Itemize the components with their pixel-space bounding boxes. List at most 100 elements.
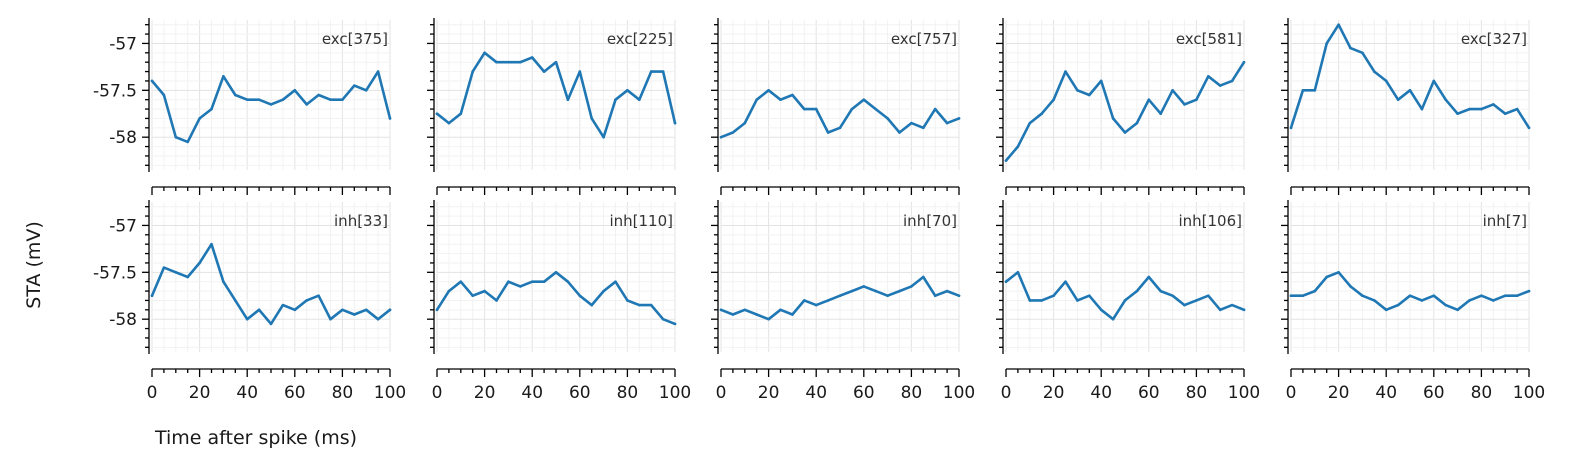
data-point xyxy=(1361,51,1364,55)
data-point xyxy=(245,98,249,101)
data-point xyxy=(1195,98,1198,101)
panel-label: inh[106] xyxy=(1178,212,1242,230)
y-tick-label: -57 xyxy=(109,34,137,54)
data-point xyxy=(1527,289,1531,293)
data-point xyxy=(364,308,368,312)
data-point xyxy=(910,121,913,125)
data-point xyxy=(1468,107,1471,111)
data-point xyxy=(495,60,498,64)
x-tick-label: 40 xyxy=(1375,383,1397,403)
data-point xyxy=(803,107,806,111)
data-point xyxy=(1349,285,1352,288)
data-point xyxy=(755,98,758,101)
data-point xyxy=(353,313,356,316)
data-point xyxy=(483,51,486,55)
data-point xyxy=(198,117,201,120)
data-point xyxy=(281,98,285,101)
data-point xyxy=(1004,159,1008,162)
data-point xyxy=(1242,308,1246,312)
panel-label: inh[70] xyxy=(903,212,957,230)
data-point xyxy=(1289,126,1293,130)
data-point xyxy=(743,121,747,125)
data-point xyxy=(186,140,189,144)
x-tick-label: 40 xyxy=(805,383,827,403)
panel-label: inh[33] xyxy=(334,212,388,230)
data-point xyxy=(1159,112,1162,116)
data-point xyxy=(673,322,677,326)
data-point xyxy=(1207,74,1210,78)
data-point xyxy=(210,107,213,111)
data-point xyxy=(922,126,925,130)
panel-4: exc[327] xyxy=(1281,18,1531,195)
x-tick-label: 0 xyxy=(1001,383,1012,403)
data-point xyxy=(1135,289,1139,293)
data-point xyxy=(1064,280,1067,283)
data-point xyxy=(162,93,166,97)
data-point xyxy=(1040,112,1043,116)
data-point xyxy=(530,280,534,283)
x-tick-label: 20 xyxy=(758,383,780,403)
data-point xyxy=(1099,79,1103,83)
data-point xyxy=(329,98,332,101)
x-tick-label: 0 xyxy=(432,383,443,403)
data-point xyxy=(222,280,225,283)
x-tick-label: 100 xyxy=(1513,383,1545,403)
x-tick-label: 100 xyxy=(943,383,975,403)
data-point xyxy=(1349,46,1352,50)
data-point xyxy=(1147,275,1151,279)
data-point xyxy=(1171,294,1174,298)
data-point xyxy=(293,89,297,92)
x-tick-label: 0 xyxy=(147,383,158,403)
panel-5: inh[33] -58 -57.5 -57 0 20 40 60 80 100 xyxy=(93,200,406,403)
data-point xyxy=(803,299,806,302)
data-point xyxy=(198,261,201,265)
data-point xyxy=(910,285,913,288)
data-point xyxy=(1004,280,1008,283)
data-point xyxy=(1396,98,1400,101)
data-point xyxy=(1159,289,1162,293)
data-point xyxy=(933,294,937,298)
data-point xyxy=(435,308,439,312)
data-point xyxy=(317,294,320,298)
data-point xyxy=(566,98,570,101)
data-point xyxy=(1396,303,1400,307)
data-point xyxy=(1111,317,1115,321)
data-point xyxy=(1135,121,1139,125)
data-point xyxy=(1325,42,1328,45)
x-tick-label: 60 xyxy=(569,383,591,403)
panel-label: inh[110] xyxy=(609,212,673,230)
data-point xyxy=(1408,294,1412,298)
data-point xyxy=(1408,89,1412,92)
data-point xyxy=(269,322,273,326)
data-point xyxy=(150,79,154,83)
data-point xyxy=(1313,289,1317,293)
data-point xyxy=(1088,93,1091,97)
data-point xyxy=(791,93,794,97)
data-point xyxy=(507,280,510,283)
panel-label: exc[327] xyxy=(1461,30,1527,48)
data-point xyxy=(507,60,510,64)
data-point xyxy=(1230,79,1234,83)
data-point xyxy=(1313,89,1317,92)
data-point xyxy=(1492,103,1495,106)
data-point xyxy=(1325,275,1328,279)
data-point xyxy=(862,285,866,288)
x-tick-label: 20 xyxy=(1043,383,1065,403)
data-point xyxy=(719,308,723,312)
data-point xyxy=(234,93,237,97)
data-point xyxy=(1480,294,1483,298)
y-tick-label: -57.5 xyxy=(93,263,137,283)
data-point xyxy=(661,317,665,321)
panel-label: exc[581] xyxy=(1176,30,1242,48)
data-point xyxy=(341,98,344,101)
data-point xyxy=(305,299,309,302)
panel-label: exc[225] xyxy=(607,30,673,48)
x-tick-label: 0 xyxy=(1286,383,1297,403)
data-point xyxy=(1183,103,1186,106)
data-point xyxy=(566,280,570,283)
data-point xyxy=(1016,145,1020,148)
data-point xyxy=(898,289,901,293)
data-point xyxy=(731,131,735,134)
x-tick-label: 60 xyxy=(284,383,306,403)
data-point xyxy=(850,289,854,293)
